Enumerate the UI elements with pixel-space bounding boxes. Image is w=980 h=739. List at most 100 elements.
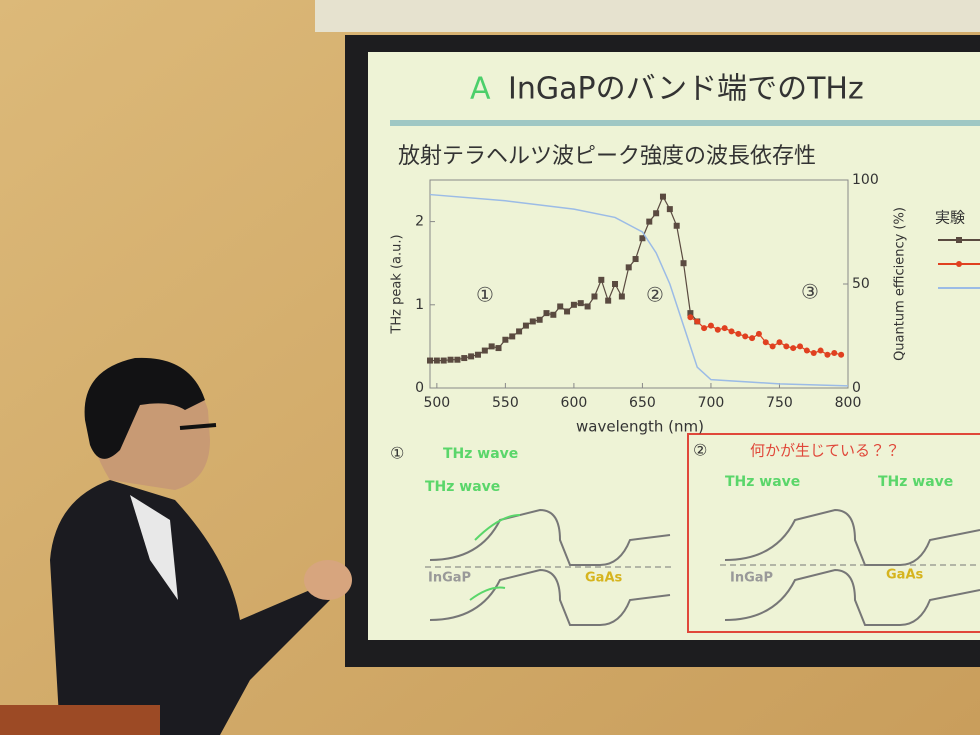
title-rule <box>390 120 980 126</box>
data-point <box>461 355 467 361</box>
data-point <box>770 343 776 349</box>
legend-marker <box>956 261 962 267</box>
data-point <box>646 219 652 225</box>
data-point <box>537 317 543 323</box>
data-point <box>550 312 556 318</box>
slide <box>368 52 980 640</box>
data-point <box>612 281 618 287</box>
x-tick-label: 600 <box>561 395 588 411</box>
data-point <box>708 323 714 329</box>
data-point <box>530 318 536 324</box>
y2-tick-label: 0 <box>852 380 861 396</box>
data-point <box>427 358 433 364</box>
region-label: ① <box>476 283 494 307</box>
data-point <box>818 348 824 354</box>
diagram-label: THz wave <box>425 479 500 495</box>
x-tick-label: 800 <box>835 395 862 411</box>
data-point <box>667 206 673 212</box>
data-point <box>523 323 529 329</box>
y2-axis-label: Quantum efficiency (%) <box>893 207 908 361</box>
x-tick-label: 650 <box>629 395 656 411</box>
legend-marker <box>956 237 962 243</box>
data-point <box>619 293 625 299</box>
y2-tick-label: 100 <box>852 172 879 188</box>
legend-title: 実験 <box>935 209 965 227</box>
diagram-label: InGaP <box>730 571 773 586</box>
panel-number: ① <box>390 444 404 463</box>
data-point <box>735 331 741 337</box>
panel-number: ② <box>693 441 707 460</box>
data-point <box>489 343 495 349</box>
data-point <box>687 314 693 320</box>
data-point <box>653 210 659 216</box>
data-point <box>633 256 639 262</box>
x-tick-label: 550 <box>492 395 519 411</box>
y-tick-label: 0 <box>415 380 424 396</box>
screen-housing <box>315 0 980 32</box>
title-prefix: A <box>470 72 491 107</box>
panel-heading: 何かが生じている？？ <box>750 442 900 460</box>
region-label: ③ <box>801 280 819 304</box>
data-point <box>790 345 796 351</box>
data-point <box>578 300 584 306</box>
data-point <box>454 357 460 363</box>
data-point <box>591 293 597 299</box>
data-point <box>605 298 611 304</box>
data-point <box>701 325 707 331</box>
y-tick-label: 1 <box>415 297 424 313</box>
data-point <box>475 352 481 358</box>
x-tick-label: 750 <box>766 395 793 411</box>
data-point <box>482 348 488 354</box>
data-point <box>722 325 728 331</box>
data-point <box>448 357 454 363</box>
data-point <box>557 303 563 309</box>
data-point <box>763 339 769 345</box>
data-point <box>776 339 782 345</box>
x-axis-label: wavelength (nm) <box>576 418 704 436</box>
data-point <box>626 264 632 270</box>
panel-heading: THz wave <box>443 446 518 462</box>
data-point <box>496 345 502 351</box>
data-point <box>804 348 810 354</box>
data-point <box>831 350 837 356</box>
diagram-label: THz wave <box>878 474 953 490</box>
data-point <box>660 194 666 200</box>
data-point <box>681 260 687 266</box>
y-axis-label: THz peak (a.u.) <box>390 234 405 334</box>
x-tick-label: 500 <box>423 395 450 411</box>
data-point <box>783 343 789 349</box>
y2-tick-label: 50 <box>852 276 870 292</box>
data-point <box>543 310 549 316</box>
hand <box>304 560 352 600</box>
y-tick-label: 2 <box>415 214 424 230</box>
x-tick-label: 700 <box>698 395 725 411</box>
data-point <box>441 358 447 364</box>
data-point <box>502 337 508 343</box>
lectern <box>0 705 160 735</box>
data-point <box>509 333 515 339</box>
data-point <box>571 302 577 308</box>
data-point <box>797 343 803 349</box>
diagram-label: GaAs <box>886 568 924 583</box>
data-point <box>585 303 591 309</box>
data-point <box>742 333 748 339</box>
data-point <box>838 352 844 358</box>
slide-title: InGaPのバンド端でのTHz <box>508 72 864 107</box>
slide-subtitle: 放射テラヘルツ波ピーク強度の波長依存性 <box>398 144 816 169</box>
data-point <box>729 328 735 334</box>
data-point <box>694 318 700 324</box>
data-point <box>756 331 762 337</box>
data-point <box>674 223 680 229</box>
region-label: ② <box>646 283 664 307</box>
data-point <box>434 358 440 364</box>
data-point <box>516 328 522 334</box>
diagram-label: GaAs <box>585 571 623 586</box>
data-point <box>468 353 474 359</box>
diagram-label: InGaP <box>428 571 471 586</box>
data-point <box>824 352 830 358</box>
data-point <box>715 327 721 333</box>
data-point <box>564 308 570 314</box>
data-point <box>749 335 755 341</box>
